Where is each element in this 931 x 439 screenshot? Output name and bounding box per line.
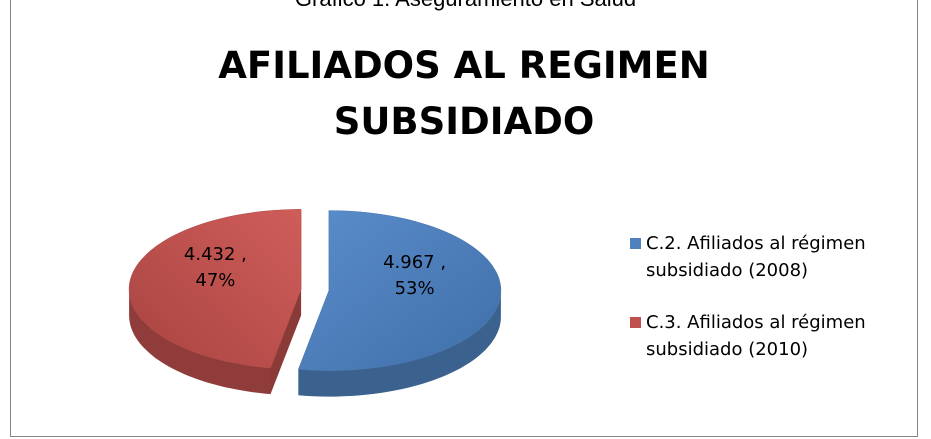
- legend-swatch: [630, 317, 641, 328]
- legend-entry: C.2. Afiliados al régimen subsidiado (20…: [630, 230, 915, 284]
- slice-side: [129, 289, 271, 395]
- legend-entry: C.3. Afiliados al régimen subsidiado (20…: [630, 309, 915, 363]
- data-label: 4.432 , 47%: [183, 243, 247, 291]
- legend-swatch: [630, 238, 641, 249]
- chart-frame: [10, 0, 918, 437]
- slice: [298, 210, 502, 371]
- chart-title: AFILIADOS AL REGIMEN SUBSIDIADO: [218, 44, 710, 143]
- caption: Gráfico 1. Aseguramiento en Salud: [0, 0, 931, 12]
- chart-title-box: AFILIADOS AL REGIMEN SUBSIDIADO: [10, 38, 918, 150]
- data-label: 4.967 , 53%: [383, 252, 447, 300]
- slice: [128, 209, 302, 369]
- slice-wall: [270, 289, 302, 395]
